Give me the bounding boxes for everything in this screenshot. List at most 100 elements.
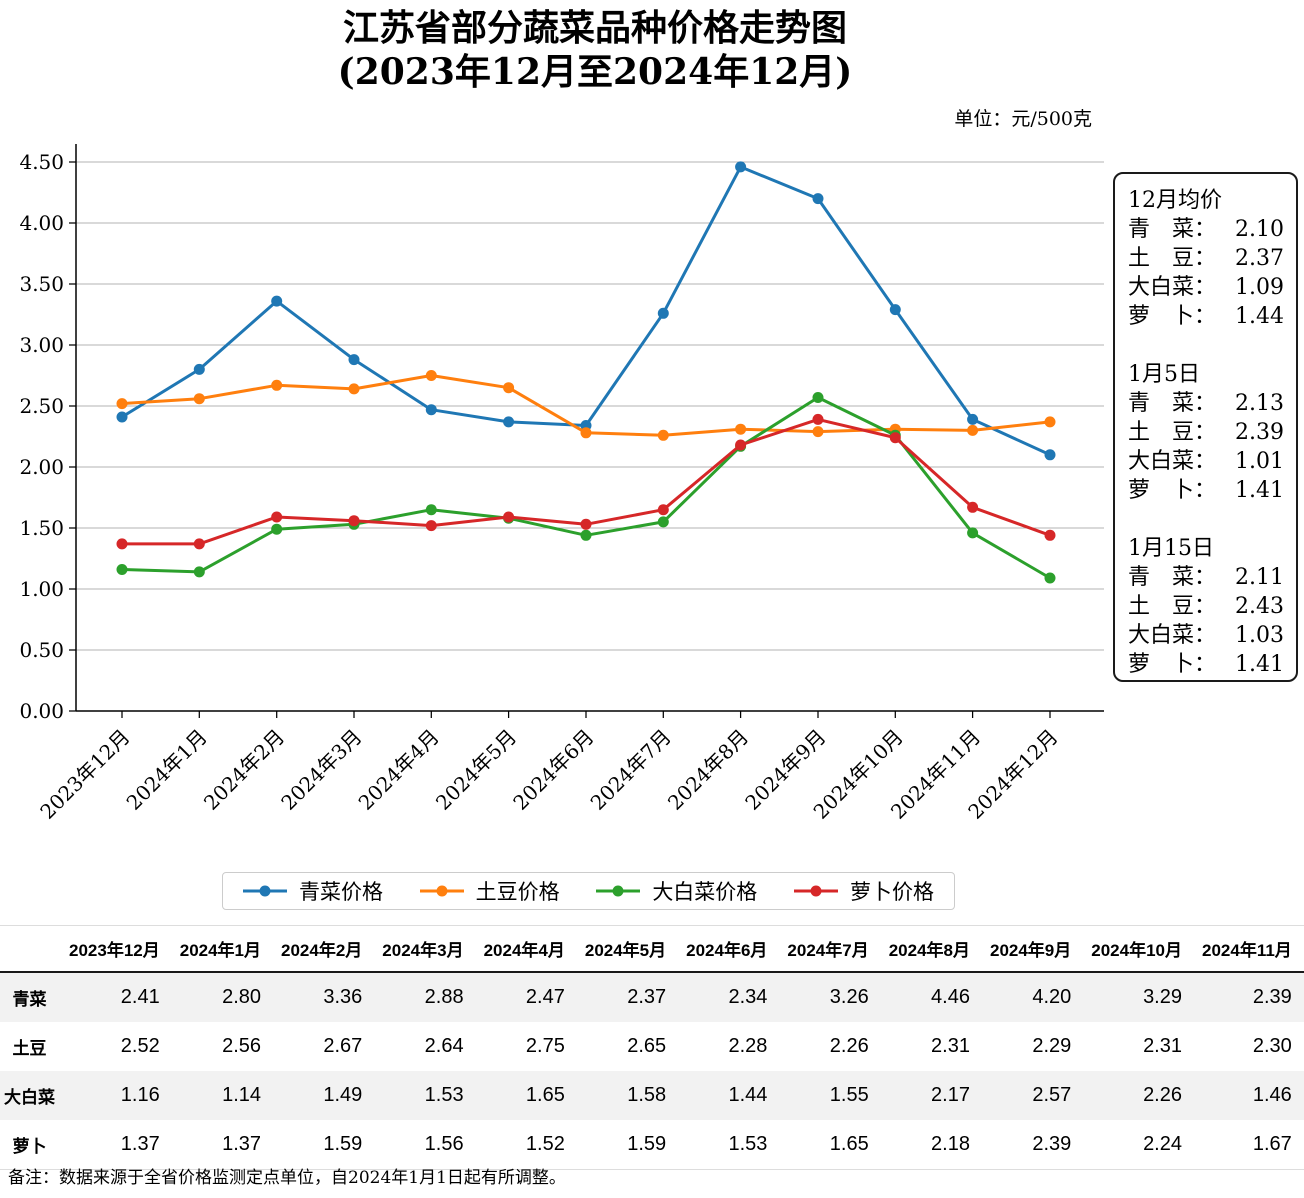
y-tick-label: 3.00 (19, 333, 64, 357)
legend-item-0: 青菜价格 (243, 876, 383, 906)
table-cell: 2.80 (222, 986, 262, 1008)
col-header: 2024年6月 (676, 925, 778, 973)
table-cell: 1.58 (627, 1084, 667, 1106)
table-cell: 2.57 (1032, 1084, 1072, 1106)
table-cell: 2.30 (1252, 1035, 1292, 1057)
x-tick-label: 2024年5月 (431, 725, 521, 815)
data-point (348, 383, 360, 395)
data-point (193, 538, 205, 550)
row-header: 大白菜 (4, 1088, 55, 1107)
y-tick-label: 4.50 (19, 150, 64, 174)
row-header: 土豆 (12, 1039, 47, 1058)
annotation-row-value: 1.03 (1235, 623, 1284, 648)
x-tick-label: 2024年6月 (508, 725, 598, 815)
data-point (657, 516, 669, 528)
col-header: 2024年7月 (777, 925, 879, 973)
series-3 (116, 413, 1056, 550)
series-0 (116, 161, 1056, 461)
table-cell: 1.56 (372, 1120, 474, 1170)
table-cell: 2.39 (979, 1120, 1082, 1170)
table-cell: 1.44 (728, 1084, 768, 1106)
legend-marker-icon (419, 885, 464, 897)
data-point (580, 427, 592, 439)
annotation-row-value: 2.10 (1235, 217, 1284, 242)
x-tick-label: 2023年12月 (35, 725, 134, 824)
table-cell: 2.67 (323, 1035, 363, 1057)
annotation-row: 萝 卜： 1.41 (1128, 476, 1296, 505)
col-header: 2024年10月 (1081, 925, 1192, 973)
footnote: 备注：数据来源于全省价格监测定点单位，自2024年1月1日起有所调整。 (8, 1168, 566, 1188)
table-cell: 1.49 (323, 1084, 363, 1106)
annotation-row: 土 豆： 2.43 (1128, 592, 1296, 621)
series-line-0 (121, 165, 1051, 457)
table-cell: 1.55 (829, 1084, 869, 1106)
x-tick-label: 2024年7月 (586, 725, 676, 815)
annotation-row-value: 2.43 (1235, 594, 1284, 619)
legend-label: 土豆价格 (475, 880, 560, 904)
row-header: 青菜 (12, 990, 47, 1009)
col-header: 2024年2月 (271, 925, 373, 973)
data-point (271, 511, 283, 523)
series-1 (116, 370, 1056, 441)
table-row-3: 萝卜 1.37 1.37 1.59 1.56 1.52 1.59 1.53 1.65 2.18 2.… (0, 1120, 1304, 1170)
price-table-head: 2023年12月 2024年1月 2024年2月 2024年3月 2024年4月 2024… (0, 925, 1304, 973)
data-point (271, 379, 283, 391)
col-header: 2024年4月 (473, 925, 575, 973)
annotation-section-1: 1月5日青 菜： 2.13 土 豆： 2.39 大白菜： 1.01 萝 卜： 1.41 (1128, 360, 1296, 505)
annotation-row-label: 青 菜： (1128, 217, 1217, 242)
data-point (116, 411, 128, 423)
annotation-row: 青 菜： 2.10 (1128, 215, 1296, 244)
annotation-row-value: 1.09 (1235, 275, 1284, 300)
data-point (812, 193, 824, 205)
table-cell: 1.65 (777, 1120, 879, 1170)
col-header: 2024年8月 (878, 925, 980, 973)
data-point (657, 504, 669, 516)
table-corner-cell (0, 925, 59, 973)
data-point (967, 424, 979, 436)
data-point (116, 564, 128, 575)
table-cell: 2.75 (525, 1035, 565, 1057)
data-point (503, 382, 515, 394)
table-cell: 2.41 (120, 986, 160, 1008)
legend-marker-icon (793, 885, 838, 897)
table-row-0: 青菜 2.41 2.80 3.36 2.88 2.47 2.37 2.34 3.26 4.46 4.… (0, 972, 1304, 1022)
annotation-row-value: 2.37 (1235, 246, 1284, 271)
data-point (425, 504, 437, 516)
data-point (812, 413, 824, 425)
annotation-row-value: 2.39 (1235, 420, 1284, 445)
data-point (580, 529, 592, 541)
legend-item-1: 土豆价格 (419, 876, 560, 906)
annotation-row-label: 青 菜： (1128, 565, 1217, 590)
annotation-row-label: 土 豆： (1128, 594, 1217, 619)
annotation-row: 大白菜： 1.01 (1128, 447, 1296, 476)
legend-item-3: 萝卜价格 (793, 876, 934, 906)
table-cell: 2.56 (222, 1035, 262, 1057)
annotation-row: 大白菜： 1.09 (1128, 273, 1296, 302)
data-point (503, 416, 515, 428)
data-point (657, 307, 669, 319)
y-tick-label: 1.00 (19, 577, 64, 601)
annotation-row-label: 土 豆： (1128, 246, 1217, 271)
table-cell: 1.59 (574, 1120, 677, 1170)
annotation-row-label: 大白菜： (1128, 449, 1217, 474)
table-row-2: 大白菜 1.16 1.14 1.49 1.53 1.65 1.58 1.44 1.55 2.17 2… (0, 1071, 1304, 1120)
table-cell: 1.53 (424, 1084, 464, 1106)
table-cell: 2.24 (1081, 1120, 1192, 1170)
legend-label: 萝卜价格 (849, 880, 934, 904)
table-cell: 1.67 (1192, 1120, 1302, 1170)
annotation-row: 大白菜： 1.03 (1128, 621, 1296, 650)
data-point (967, 527, 979, 539)
x-axis: 2023年12月2024年1月2024年2月2024年3月2024年4月2024… (35, 711, 1063, 824)
annotation-row-label: 萝 卜： (1128, 652, 1217, 677)
annotation-section-0: 12月均价青 菜： 2.10 土 豆： 2.37 大白菜： 1.09 萝 卜： 1.44 (1128, 186, 1296, 331)
annotation-row-value: 1.41 (1235, 652, 1284, 677)
chart-legend: 青菜价格 土豆价格 大白菜价格 萝卜价格 (222, 872, 955, 910)
annotation-section-2: 1月15日青 菜： 2.11 土 豆： 2.43 大白菜： 1.03 萝 卜： 1.41 (1128, 534, 1296, 679)
data-point (889, 304, 901, 316)
data-point (889, 432, 901, 444)
data-point (1044, 449, 1056, 461)
table-cell: 2.31 (1143, 1035, 1182, 1057)
table-cell: 1.52 (473, 1120, 575, 1170)
col-header: 2024年1月 (169, 925, 272, 973)
data-point (271, 295, 283, 307)
